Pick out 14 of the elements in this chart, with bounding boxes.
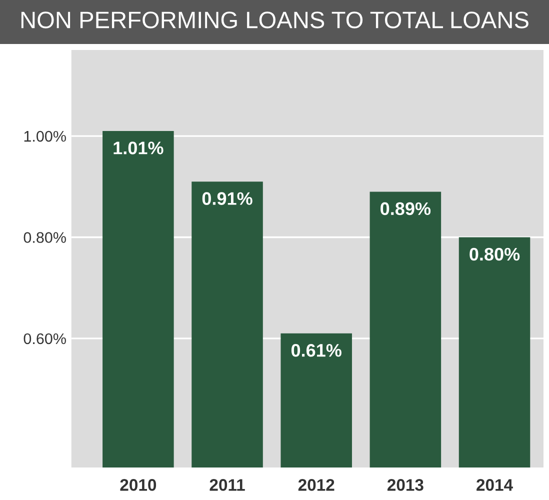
x-tick-label: 2011: [210, 479, 245, 491]
y-tick-label: 0.60%: [24, 333, 66, 344]
data-label: 1.01%: [114, 142, 164, 154]
data-label: 0.91%: [202, 192, 252, 205]
x-tick-label: 2010: [120, 479, 156, 491]
data-label: 0.61%: [291, 344, 342, 357]
data-label: 0.89%: [380, 202, 431, 216]
x-tick-label: 2012: [298, 479, 334, 491]
y-tick-label: 1.00%: [24, 130, 66, 142]
chart-title: NON PERFORMING LOANS TO TOTAL LOANS: [21, 12, 528, 28]
x-tick-label: 2013: [387, 479, 424, 491]
x-tick-label: 2014: [476, 479, 513, 491]
data-label: 0.80%: [470, 248, 520, 261]
y-tick-label: 0.80%: [24, 232, 66, 243]
